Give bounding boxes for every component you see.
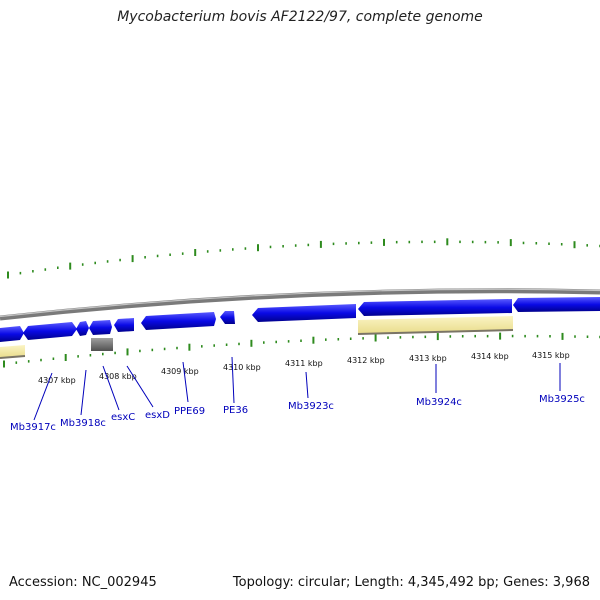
position-tick-label: 4311 kbp xyxy=(285,359,323,368)
gene-label[interactable]: esxD xyxy=(145,410,170,421)
genome-backbone xyxy=(0,288,600,321)
position-tick-label: 4315 kbp xyxy=(532,351,570,360)
gene-label-leaders xyxy=(33,356,561,421)
position-tick-label: 4310 kbp xyxy=(223,363,261,372)
position-tick-label: 4309 kbp xyxy=(161,367,199,376)
inner-tick-ring xyxy=(3,332,600,368)
outer-tick-ring xyxy=(7,238,600,279)
position-tick-label: 4314 kbp xyxy=(471,352,509,361)
position-tick-label: 4312 kbp xyxy=(347,356,385,365)
gene-label[interactable]: Mb3925c xyxy=(539,394,585,405)
gene-feature[interactable] xyxy=(220,311,235,324)
position-tick-label: 4307 kbp xyxy=(38,376,76,385)
gene-label[interactable]: Mb3917c xyxy=(10,422,56,433)
gene-track xyxy=(0,297,600,359)
position-tick-label: 4313 kbp xyxy=(409,354,447,363)
map-title: Mycobacterium bovis AF2122/97, complete … xyxy=(117,9,483,25)
gene-feature[interactable] xyxy=(358,299,512,316)
topology-text: Topology: circular; Length: 4,345,492 bp… xyxy=(232,575,590,590)
gene-feature[interactable] xyxy=(141,312,216,330)
position-scale: 4307 kbp 4308 kbp 4309 kbp 4310 kbp 4311… xyxy=(38,351,570,385)
gene-feature-gray[interactable] xyxy=(91,338,113,351)
gene-label[interactable]: Mb3923c xyxy=(288,401,334,412)
gene-feature[interactable] xyxy=(23,322,77,340)
gene-label[interactable]: PPE69 xyxy=(174,406,205,417)
accession-text: Accession: NC_002945 xyxy=(9,575,157,590)
gene-feature[interactable] xyxy=(513,297,600,312)
gene-label[interactable]: esxC xyxy=(111,412,135,423)
gene-feature[interactable] xyxy=(114,318,134,332)
gene-label[interactable]: Mb3918c xyxy=(60,418,106,429)
position-tick-label: 4308 kbp xyxy=(99,372,137,381)
gene-feature[interactable] xyxy=(252,304,356,322)
feature-region[interactable] xyxy=(358,316,513,334)
gene-feature[interactable] xyxy=(76,321,89,336)
gene-label[interactable]: Mb3924c xyxy=(416,397,462,408)
gene-labels: Mb3917c Mb3918c esxC esxD PPE69 PE36 Mb3… xyxy=(10,394,585,433)
gene-feature[interactable] xyxy=(89,320,112,335)
feature-region[interactable] xyxy=(0,345,25,358)
gene-label[interactable]: PE36 xyxy=(223,405,248,416)
gene-feature[interactable] xyxy=(0,326,24,342)
